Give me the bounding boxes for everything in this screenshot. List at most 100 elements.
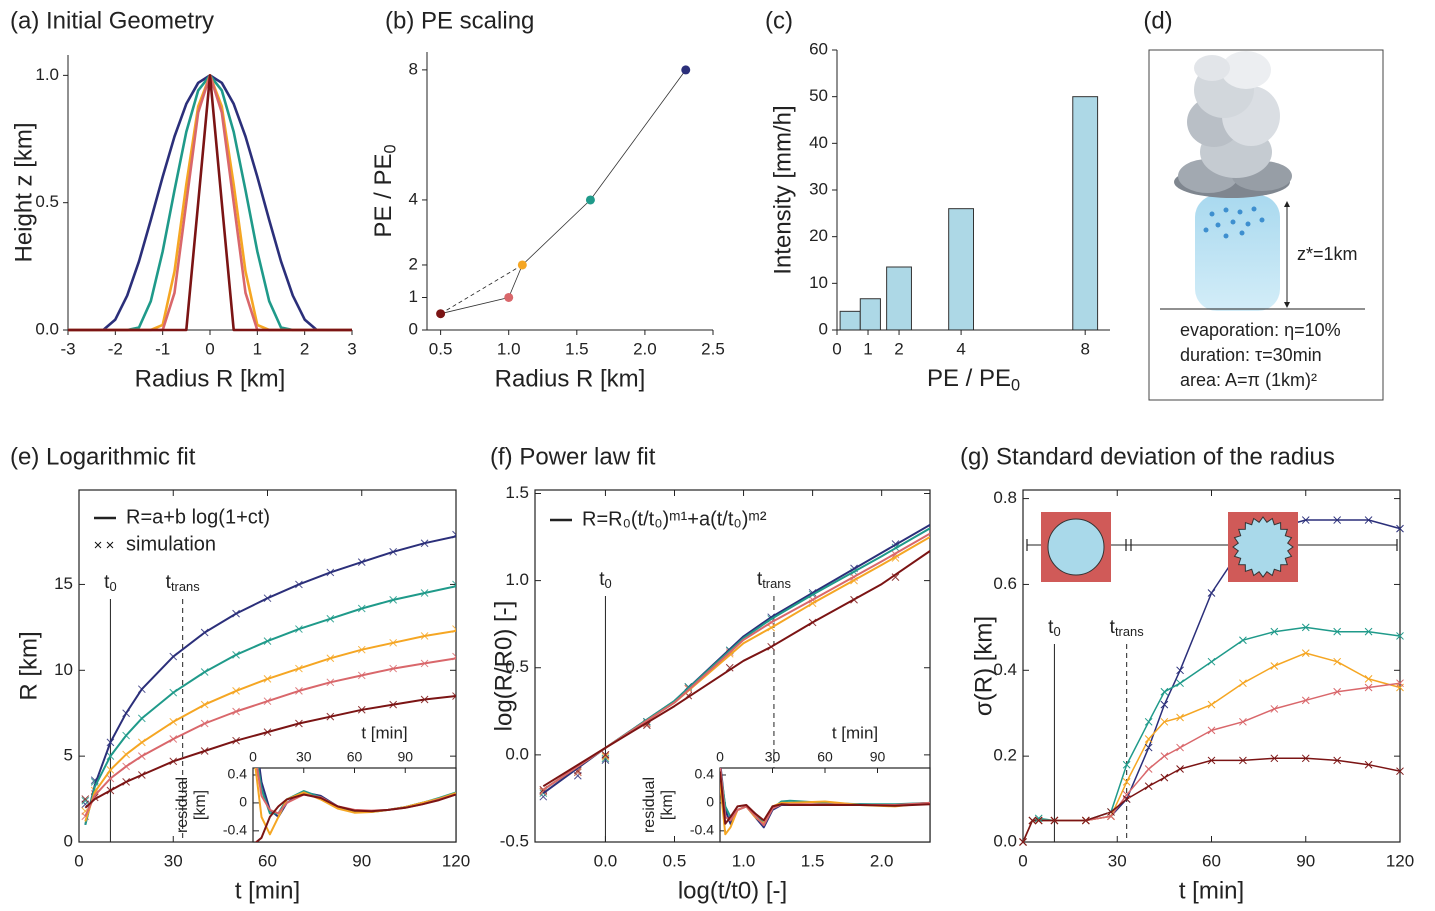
- series-line: [84, 657, 456, 817]
- series-line: [68, 74, 352, 332]
- y-tick-label: 4: [409, 189, 418, 208]
- marker: [1396, 524, 1404, 533]
- marker: [1364, 516, 1373, 524]
- note: area: A=π (1km)²: [1180, 370, 1317, 390]
- x-tick-label: 0: [249, 749, 257, 765]
- series-line: [1023, 682, 1400, 842]
- series-line: [720, 771, 930, 825]
- panel-title: (d): [1143, 7, 1172, 34]
- subscript: trans: [171, 580, 200, 595]
- x-tick-label: 120: [1386, 851, 1414, 870]
- marker: [1301, 754, 1310, 763]
- y-tick-label: 0.5: [505, 657, 529, 676]
- label-text: PE / PE: [370, 154, 397, 238]
- x-tick-label: 1.5: [565, 339, 589, 358]
- x-tick-label: 0.5: [663, 851, 687, 870]
- point: [436, 309, 446, 319]
- panel-title: (f) Power law fit: [490, 443, 656, 470]
- y-tick-label: 1: [409, 287, 418, 306]
- marker: [1160, 773, 1169, 782]
- marker: [601, 751, 610, 759]
- marker: [1239, 679, 1247, 688]
- marker: [1239, 717, 1247, 726]
- marker: [1207, 589, 1216, 597]
- series-line: [84, 695, 456, 809]
- inset-x-label: t [min]: [361, 723, 407, 742]
- series-line: [68, 74, 352, 332]
- y-tick-label: 0.4: [695, 766, 715, 782]
- marker: [1028, 816, 1037, 825]
- marker: [1034, 816, 1043, 825]
- marker: [1396, 632, 1404, 640]
- marker: [1364, 675, 1373, 683]
- marker: [1239, 756, 1247, 765]
- panel-title: (c): [765, 7, 793, 34]
- y-tick-label: 8: [409, 59, 418, 78]
- y-axis-label: Height z [km]: [10, 122, 37, 262]
- marker: [1333, 627, 1342, 636]
- series-line: [68, 74, 352, 332]
- x-tick-label: 1.5: [801, 851, 825, 870]
- connector-line: [440, 69, 687, 315]
- y-tick-label: 30: [809, 179, 828, 198]
- height-label: z*=1km: [1297, 244, 1358, 264]
- marker: [1144, 782, 1153, 791]
- marker: [1333, 756, 1342, 765]
- x-tick-label: 1.0: [497, 339, 521, 358]
- x-tick-label: 90: [352, 851, 371, 870]
- annotation-label: t0: [104, 572, 116, 595]
- y-tick-label: 0.0: [35, 319, 59, 338]
- x-tick-label: 120: [442, 851, 470, 870]
- x-tick-label: 0: [74, 851, 83, 870]
- x-tick-label: 30: [1108, 851, 1127, 870]
- marker: [725, 663, 734, 672]
- marker: [1270, 662, 1279, 670]
- label-text: t: [1110, 617, 1116, 638]
- connector-dashed: [440, 264, 523, 315]
- y-tick-label: -0.5: [500, 831, 529, 850]
- y-tick-label: 0.0: [993, 831, 1017, 850]
- marker: [1207, 700, 1216, 709]
- subscript: 0: [1053, 625, 1060, 640]
- x-tick-label: 60: [347, 749, 363, 765]
- marker: [1160, 752, 1169, 760]
- marker: [1144, 717, 1153, 726]
- marker: [452, 692, 456, 700]
- x-tick-label: 60: [817, 749, 833, 765]
- marker: [1122, 778, 1131, 786]
- marker: [1333, 687, 1342, 696]
- marker: [1364, 627, 1373, 636]
- marker: [1050, 816, 1059, 825]
- inset-y-label: residual: [174, 777, 191, 833]
- regime-icon-gear: [1232, 516, 1294, 578]
- legend-label: simulation: [126, 533, 216, 555]
- y-tick-label: 0.4: [228, 766, 248, 782]
- y-tick-label: 1.0: [505, 570, 529, 589]
- y-tick-label: 10: [809, 273, 828, 292]
- y-tick-label: 0.0: [505, 744, 529, 763]
- y-tick-label: 10: [54, 660, 73, 679]
- y-tick-label: 15: [54, 574, 73, 593]
- marker: [1301, 623, 1310, 632]
- marker: [1364, 683, 1373, 692]
- subscript: 0: [604, 577, 611, 592]
- y-axis-label: σ(R) [km]: [970, 616, 997, 716]
- x-tick-label: 30: [296, 749, 312, 765]
- label-text: PE / PE: [927, 365, 1011, 392]
- x-tick-label: 0.5: [429, 339, 453, 358]
- marker: [1301, 516, 1310, 524]
- marker: [81, 796, 90, 805]
- marker: [1176, 765, 1184, 773]
- x-tick-label: 0: [1018, 851, 1027, 870]
- legend-label: R=R₀(t/t₀)ᵐ¹+a(t/t₀)ᵐ²: [582, 508, 767, 530]
- x-tick-label: 90: [397, 749, 413, 765]
- x-tick-label: 2.5: [701, 339, 725, 358]
- x-tick-label: 30: [164, 851, 183, 870]
- annotation-label: ttrans: [757, 569, 791, 592]
- point: [681, 65, 691, 75]
- marker: [1207, 726, 1216, 735]
- point: [504, 292, 514, 302]
- x-tick-label: 0: [205, 339, 214, 358]
- series-line: [84, 535, 456, 826]
